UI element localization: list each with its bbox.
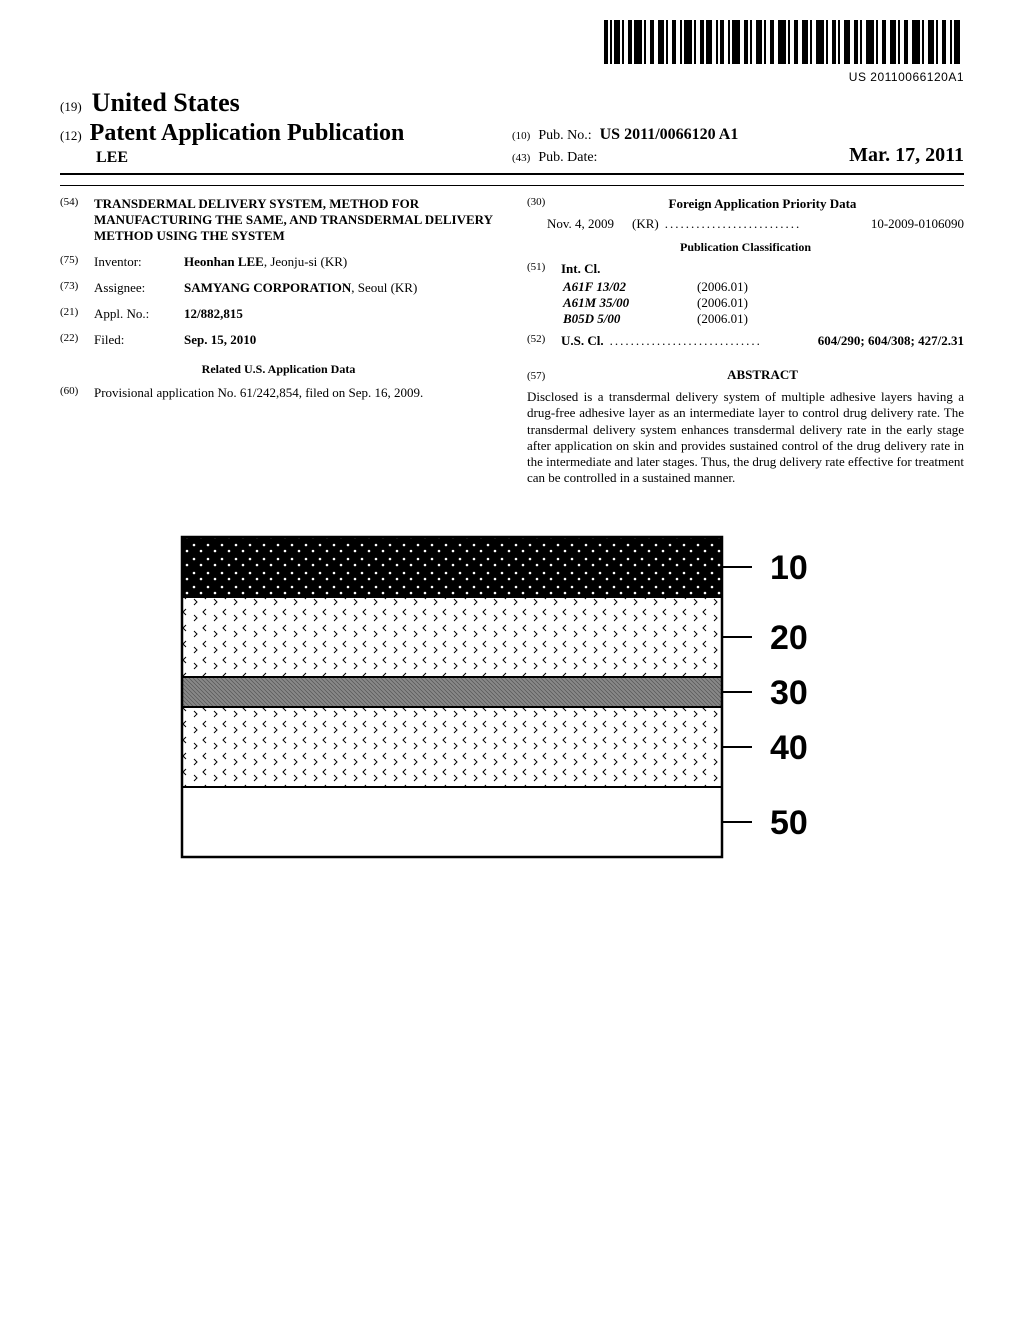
- pub-date-code: (43): [512, 152, 530, 164]
- pub-no: US 2011/0066120 A1: [600, 126, 739, 144]
- appl-no-code: (21): [60, 306, 94, 322]
- assignee-name: SAMYANG CORPORATION: [184, 280, 351, 295]
- appl-no-label: Appl. No.:: [94, 306, 184, 322]
- intcl-edition: (2006.01): [697, 295, 748, 311]
- author-surname: LEE: [96, 149, 512, 167]
- intcl-class: A61M 35/00: [563, 295, 673, 311]
- foreign-priority-head-row: (30) Foreign Application Priority Data: [527, 196, 964, 212]
- intcl-row: (51) Int. Cl.: [527, 261, 964, 277]
- intcl-class: B05D 5/00: [563, 311, 673, 327]
- intcl-item: A61F 13/02 (2006.01): [563, 279, 964, 295]
- foreign-number: 10-2009-0106090: [871, 216, 964, 232]
- doc-type: Patent Application Publication: [90, 120, 405, 146]
- figure-ref-label: 10: [770, 548, 808, 586]
- left-column: (54) TRANSDERMAL DELIVERY SYSTEM, METHOD…: [60, 196, 497, 487]
- intcl-list: A61F 13/02 (2006.01) A61M 35/00 (2006.01…: [563, 279, 964, 327]
- leader-dots: ..........................: [665, 216, 865, 232]
- abstract-code: (57): [527, 370, 561, 382]
- filed-row: (22) Filed: Sep. 15, 2010: [60, 332, 497, 348]
- publication-header: (19) United States (12) Patent Applicati…: [60, 88, 964, 167]
- assignee-label: Assignee:: [94, 280, 184, 296]
- country-name: United States: [92, 88, 240, 117]
- abstract-body: Disclosed is a transdermal delivery syst…: [527, 389, 964, 487]
- pub-date: Mar. 17, 2011: [849, 144, 964, 167]
- country-code: (19): [60, 99, 82, 114]
- appl-no: 12/882,815: [184, 306, 243, 321]
- header-rule: [60, 173, 964, 175]
- assignee-loc: , Seoul (KR): [351, 280, 417, 295]
- foreign-priority-head: Foreign Application Priority Data: [561, 196, 964, 212]
- title-code: (54): [60, 196, 94, 244]
- figure-wrap: 10 20 30 40 50: [60, 527, 964, 877]
- uscl-value: 604/290; 604/308; 427/2.31: [818, 333, 964, 349]
- bibliographic-block: (54) TRANSDERMAL DELIVERY SYSTEM, METHOD…: [60, 196, 964, 487]
- figure-layer: [182, 787, 722, 857]
- foreign-date: Nov. 4, 2009: [547, 216, 614, 232]
- figure-layer: [182, 677, 722, 707]
- inventor-loc: , Jeonju-si (KR): [264, 254, 347, 269]
- intcl-class: A61F 13/02: [563, 279, 673, 295]
- foreign-country: (KR): [632, 216, 659, 232]
- figure-1: 10 20 30 40 50: [162, 527, 862, 877]
- right-column: (30) Foreign Application Priority Data N…: [527, 196, 964, 487]
- pub-no-label: Pub. No.:: [538, 128, 591, 144]
- figure-layer: [182, 597, 722, 677]
- assignee-code: (73): [60, 280, 94, 296]
- leader-dots: .............................: [610, 333, 812, 349]
- pub-no-code: (10): [512, 130, 530, 142]
- foreign-priority-row: Nov. 4, 2009 (KR) ......................…: [547, 216, 964, 232]
- figure-ref-label: 50: [770, 803, 808, 841]
- figure-ref-label: 30: [770, 673, 808, 711]
- pub-date-label: Pub. Date:: [538, 150, 597, 166]
- uscl-label: U.S. Cl.: [561, 333, 604, 349]
- intcl-edition: (2006.01): [697, 311, 748, 327]
- doc-type-code: (12): [60, 128, 82, 143]
- intcl-label: Int. Cl.: [561, 261, 600, 276]
- filed-code: (22): [60, 332, 94, 348]
- inventor-code: (75): [60, 254, 94, 270]
- header-rule-thin: [60, 185, 964, 186]
- figure-layer: [182, 707, 722, 787]
- provisional-text: Provisional application No. 61/242,854, …: [94, 385, 497, 401]
- invention-title: TRANSDERMAL DELIVERY SYSTEM, METHOD FOR …: [94, 196, 497, 244]
- related-us-head: Related U.S. Application Data: [60, 362, 497, 377]
- abstract-head: ABSTRACT: [561, 367, 964, 383]
- intcl-edition: (2006.01): [697, 279, 748, 295]
- intcl-code: (51): [527, 261, 561, 277]
- assignee-row: (73) Assignee: SAMYANG CORPORATION, Seou…: [60, 280, 497, 296]
- provisional-row: (60) Provisional application No. 61/242,…: [60, 385, 497, 401]
- barcode: [604, 20, 964, 64]
- foreign-code: (30): [527, 196, 561, 212]
- filed-label: Filed:: [94, 332, 184, 348]
- invention-title-row: (54) TRANSDERMAL DELIVERY SYSTEM, METHOD…: [60, 196, 497, 244]
- intcl-item: B05D 5/00 (2006.01): [563, 311, 964, 327]
- appl-no-row: (21) Appl. No.: 12/882,815: [60, 306, 497, 322]
- barcode-text: US 20110066120A1: [60, 70, 964, 84]
- classification-head: Publication Classification: [527, 240, 964, 255]
- uscl-row: (52) U.S. Cl. ..........................…: [527, 333, 964, 349]
- filed-value: Sep. 15, 2010: [184, 332, 256, 347]
- figure-ref-label: 20: [770, 618, 808, 656]
- figure-ref-label: 40: [770, 728, 808, 766]
- provisional-code: (60): [60, 385, 94, 401]
- inventor-label: Inventor:: [94, 254, 184, 270]
- inventor-row: (75) Inventor: Heonhan LEE, Jeonju-si (K…: [60, 254, 497, 270]
- uscl-code: (52): [527, 333, 561, 349]
- intcl-item: A61M 35/00 (2006.01): [563, 295, 964, 311]
- inventor-name: Heonhan LEE: [184, 254, 264, 269]
- figure-layer: [182, 537, 722, 597]
- barcode-block: US 20110066120A1: [60, 20, 964, 84]
